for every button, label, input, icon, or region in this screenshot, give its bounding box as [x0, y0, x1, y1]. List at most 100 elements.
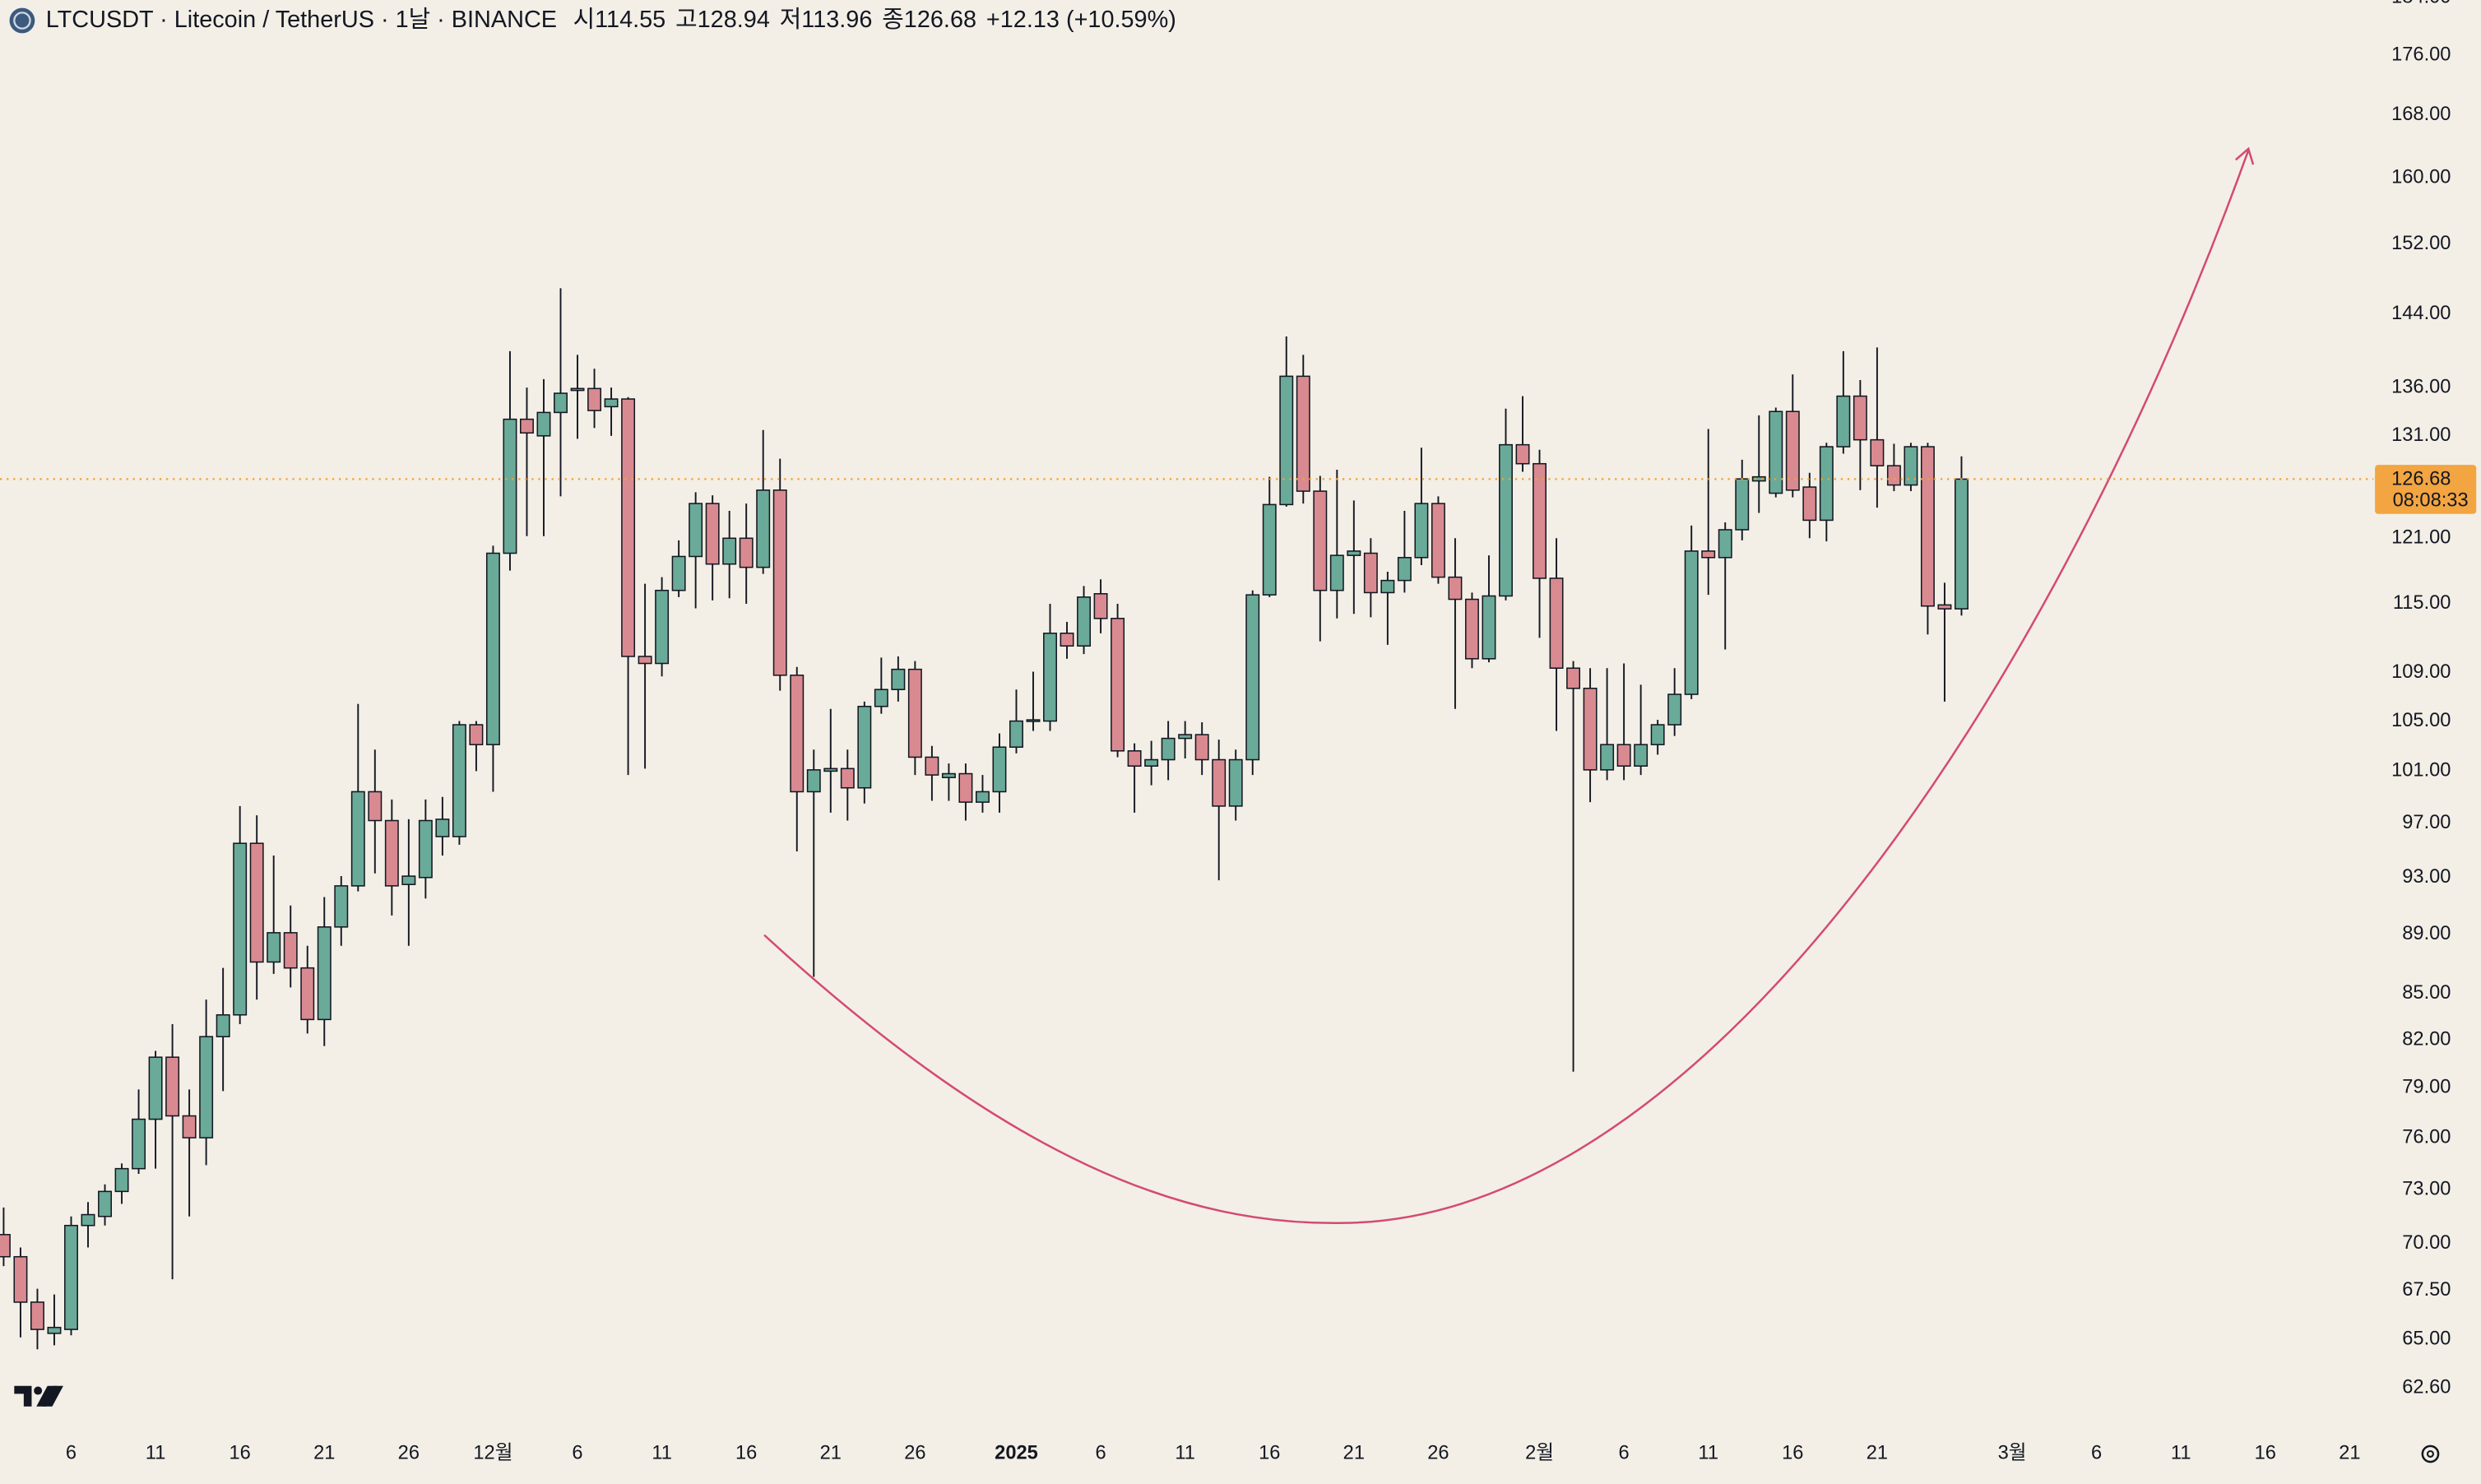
- candle-body: [165, 1056, 180, 1117]
- candle-body: [1566, 667, 1581, 689]
- candle-body: [1684, 550, 1699, 695]
- x-tick-label: 11: [2171, 1443, 2191, 1464]
- candle-body: [638, 656, 652, 665]
- candle-body: [503, 418, 517, 554]
- ohlc-value: 114.55: [595, 7, 665, 33]
- x-tick-label: 6: [572, 1443, 582, 1464]
- candle-body: [907, 668, 922, 758]
- candle-body: [925, 756, 939, 776]
- candle-body: [0, 1234, 11, 1258]
- x-tick-label: 21: [2339, 1443, 2360, 1464]
- ohlc-value: 126.68: [904, 7, 976, 33]
- candle-body: [1077, 596, 1092, 647]
- x-tick-label: 6: [2091, 1443, 2102, 1464]
- candle-body: [249, 842, 264, 963]
- x-tick-label: 21: [313, 1443, 335, 1464]
- x-tick-label: 16: [735, 1443, 757, 1464]
- x-tick-label: 2월: [1525, 1442, 1554, 1464]
- x-tick-label: 21: [820, 1443, 842, 1464]
- x-tick-label: 12월: [473, 1442, 512, 1464]
- candle-body: [1026, 719, 1041, 722]
- y-tick-label: 65.00: [2402, 1328, 2451, 1349]
- candle-body: [1499, 443, 1513, 597]
- x-tick-label: 26: [398, 1443, 420, 1464]
- candle-body: [1414, 503, 1429, 559]
- candle-body: [1802, 486, 1817, 522]
- candle-body: [1701, 550, 1716, 559]
- x-tick-label: 16: [1782, 1443, 1803, 1464]
- symbol: LTCUSDT · Litecoin / TetherUS · 1날 · BIN…: [46, 7, 557, 33]
- x-tick-label: 16: [230, 1443, 251, 1464]
- candle-body: [1583, 687, 1598, 771]
- candle-body: [604, 398, 619, 408]
- y-tick-label: 93.00: [2402, 866, 2451, 888]
- y-tick-label: 101.00: [2391, 760, 2451, 781]
- x-tick-label: 2025: [995, 1443, 1038, 1464]
- candle-body: [874, 689, 888, 707]
- x-tick-label: 11: [146, 1443, 166, 1464]
- candle-body: [857, 705, 872, 789]
- candle-body: [739, 537, 754, 568]
- candle-body: [1870, 438, 1885, 466]
- y-tick-label: 160.00: [2391, 167, 2451, 188]
- x-tick-label: 6: [66, 1443, 77, 1464]
- x-tick-label: 6: [1619, 1443, 1630, 1464]
- x-tick-label: 3월: [1998, 1442, 2027, 1464]
- candle-body: [1009, 720, 1023, 748]
- candle-body: [1549, 577, 1564, 669]
- candle-body: [941, 772, 956, 778]
- y-tick-label: 144.00: [2391, 303, 2451, 324]
- plot: [0, 288, 1969, 1350]
- y-tick-label: 184.00: [2391, 0, 2451, 8]
- candle-body: [418, 819, 433, 879]
- last-price-label: 126.68: [2391, 469, 2451, 490]
- candle-body: [520, 418, 534, 434]
- candle-body: [1751, 475, 1766, 482]
- settings-icon[interactable]: [2421, 1445, 2440, 1463]
- y-tick-label: 121.00: [2391, 527, 2451, 549]
- x-tick-label: 26: [1427, 1443, 1449, 1464]
- last-price-badge: [2375, 465, 2477, 514]
- candle-body: [1262, 503, 1277, 596]
- candle-body: [1043, 633, 1057, 722]
- y-tick-label: 109.00: [2391, 661, 2451, 683]
- candle-body: [823, 768, 838, 772]
- candle-body: [1347, 550, 1361, 556]
- change: +12.13 (+10.59%): [986, 7, 1176, 33]
- candle-body: [536, 411, 551, 437]
- tv-logo-part: [42, 1385, 63, 1407]
- tv-logo-part: [34, 1386, 43, 1395]
- candle-body: [132, 1118, 146, 1170]
- drawing-arrowhead: [2235, 146, 2255, 165]
- candle-body: [81, 1213, 95, 1227]
- candle-body: [1093, 593, 1108, 619]
- candle-body: [98, 1190, 112, 1217]
- candle-body: [806, 769, 821, 793]
- candle-body: [1060, 633, 1074, 647]
- candle-body: [587, 387, 602, 411]
- x-tick-label: 21: [1867, 1443, 1888, 1464]
- candle-body: [368, 791, 383, 822]
- candle-body: [1785, 410, 1800, 491]
- candle-body: [671, 555, 686, 591]
- candle-body: [1515, 443, 1530, 465]
- y-tick-label: 105.00: [2391, 710, 2451, 731]
- y-tick-label: 85.00: [2402, 982, 2451, 1004]
- candle-body: [772, 489, 787, 676]
- y-tick-label: 115.00: [2393, 592, 2451, 614]
- ohlc-value: 113.96: [801, 7, 872, 33]
- candle-body: [975, 791, 990, 803]
- candle-body: [1329, 554, 1344, 591]
- y-tick-label: 76.00: [2402, 1126, 2451, 1148]
- y-tick-label: 67.50: [2402, 1279, 2451, 1301]
- candle-body: [722, 537, 737, 565]
- candle-body: [1245, 594, 1260, 761]
- candle-body: [1313, 490, 1328, 591]
- y-tick-label: 62.60: [2402, 1376, 2451, 1398]
- candle-body: [199, 1036, 214, 1139]
- candle-body: [1955, 478, 1969, 610]
- candle-body: [1718, 529, 1732, 559]
- candle-body: [485, 552, 500, 745]
- candle-body: [1111, 618, 1125, 752]
